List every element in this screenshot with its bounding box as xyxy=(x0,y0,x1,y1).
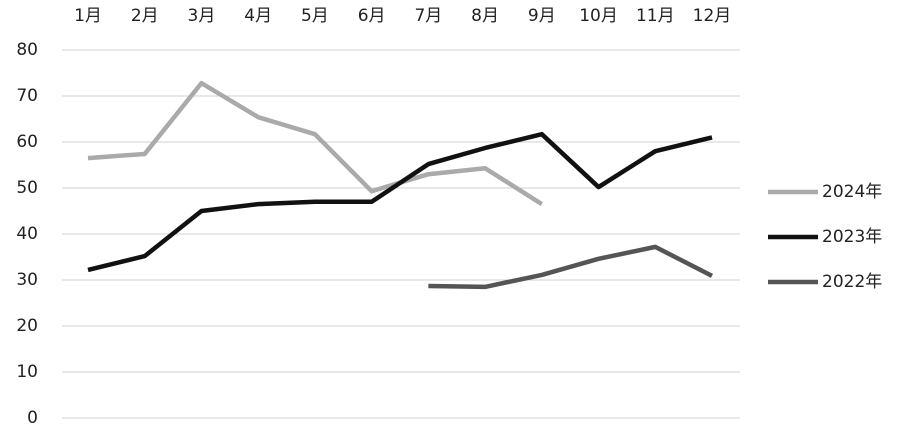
x-tick-label: 2月 xyxy=(131,6,159,26)
series-line xyxy=(87,131,713,273)
series-line xyxy=(87,80,544,207)
x-tick-label: 8月 xyxy=(471,6,499,26)
x-tick-label: 9月 xyxy=(528,6,556,26)
x-tick-label: 4月 xyxy=(244,6,272,26)
y-tick-label: 40 xyxy=(16,224,38,244)
y-tick-label: 20 xyxy=(16,316,38,336)
x-tick-label: 3月 xyxy=(188,6,216,26)
y-tick-label: 50 xyxy=(16,178,38,198)
x-tick-label: 1月 xyxy=(74,6,102,26)
legend-label: 2024年 xyxy=(822,182,882,202)
y-tick-label: 30 xyxy=(16,270,38,290)
y-tick-label: 70 xyxy=(16,86,38,106)
y-tick-label: 10 xyxy=(16,362,38,382)
x-tick-label: 5月 xyxy=(301,6,329,26)
series-line xyxy=(428,244,714,290)
x-tick-label: 11月 xyxy=(636,6,675,26)
y-tick-label: 60 xyxy=(16,132,38,152)
x-tick-label: 12月 xyxy=(693,6,732,26)
y-tick-label: 80 xyxy=(16,40,38,60)
x-tick-label: 7月 xyxy=(414,6,442,26)
legend-label: 2023年 xyxy=(822,227,882,247)
x-tick-label: 10月 xyxy=(579,6,618,26)
y-tick-label: 0 xyxy=(27,408,38,428)
x-tick-label: 6月 xyxy=(358,6,386,26)
legend-label: 2022年 xyxy=(822,272,882,292)
